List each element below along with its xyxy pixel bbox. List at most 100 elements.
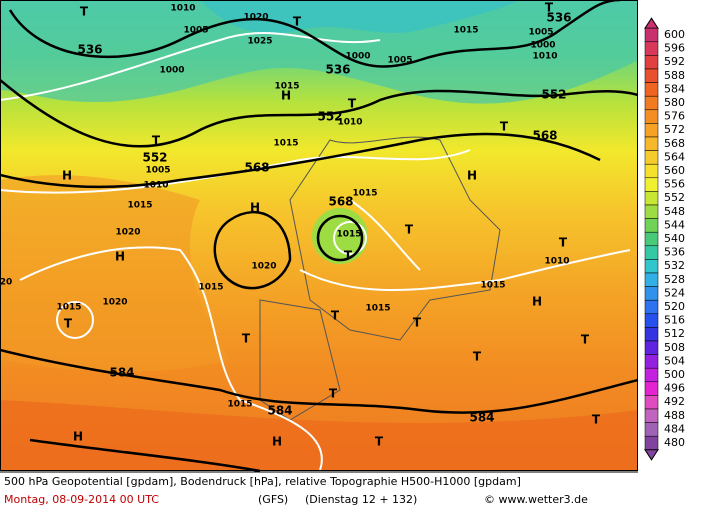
colorbar-swatch (644, 68, 659, 83)
map-label: 1020 (102, 298, 127, 308)
map-label: H (115, 250, 125, 264)
map-label: T (64, 317, 73, 331)
colorbar-swatch (644, 245, 659, 260)
map-label: 1015 (273, 139, 298, 149)
colorbar-swatch (644, 422, 659, 437)
map-label: 1015 (127, 201, 152, 211)
colorbar-swatch (644, 299, 659, 315)
map-label: 568 (244, 161, 269, 175)
colorbar-swatch (644, 367, 659, 383)
map-label: 536 (546, 11, 571, 25)
colorbar-label: 528 (664, 273, 685, 286)
colorbar-label: 504 (664, 354, 685, 367)
map-label: 1020 (251, 262, 276, 272)
colorbar-label: 540 (664, 232, 685, 245)
map-label: 1010 (143, 181, 168, 191)
colorbar-top-arrow (644, 17, 659, 29)
map-label: 536 (77, 43, 102, 57)
map-label: 1010 (532, 52, 557, 62)
map-label: H (62, 169, 72, 183)
map-label: 584 (109, 366, 134, 380)
cold-core (200, 0, 520, 34)
map-label: 1015 (365, 304, 390, 314)
footer: 500 hPa Geopotential [gpdam], Bodendruck… (0, 471, 638, 506)
colorbar-swatch (644, 109, 659, 124)
colorbar-swatch (644, 286, 659, 301)
map-label: T (80, 5, 89, 19)
map-label: H (272, 435, 282, 449)
colorbar-label: 584 (664, 82, 685, 95)
colorbar-swatch (644, 327, 659, 342)
map-label: 1015 (336, 230, 361, 240)
colorbar-label: 492 (664, 395, 685, 408)
map-label: H (73, 430, 83, 444)
colorbar-swatch (644, 381, 659, 396)
map-label: 1015 (56, 303, 81, 313)
map-label: T (500, 120, 509, 134)
colorbar-swatch (644, 354, 659, 369)
map-frame (0, 0, 638, 471)
map-label: T (405, 223, 414, 237)
map-label: H (532, 295, 542, 309)
map-label: 20 (0, 278, 12, 288)
colorbar-swatch (644, 163, 659, 179)
map-label: T (242, 332, 251, 346)
colorbar-swatch (644, 395, 659, 410)
footer-model: (GFS) (258, 493, 288, 506)
colorbar-swatch (644, 55, 659, 70)
colorbar-label: 532 (664, 259, 685, 272)
colorbar-label: 580 (664, 96, 685, 109)
map-label: 1005 (528, 28, 553, 38)
colorbar-swatch (644, 259, 659, 274)
map-label: 552 (142, 151, 167, 165)
hot-area (0, 400, 638, 471)
map-label: T (592, 413, 601, 427)
colorbar-swatch (644, 177, 659, 192)
map-label: 584 (469, 411, 494, 425)
colorbar-label: 548 (664, 205, 685, 218)
map-label: T (331, 309, 340, 323)
map-label: 1000 (159, 66, 184, 76)
map-label: T (581, 333, 590, 347)
colorbar-swatch (644, 41, 659, 56)
footer-date: Montag, 08-09-2014 00 UTC (4, 493, 159, 506)
colorbar: 6005965925885845805765725685645605565525… (644, 17, 685, 461)
colorbar-label: 552 (664, 191, 685, 204)
map-label: 1015 (198, 283, 223, 293)
colorbar-label: 488 (664, 409, 685, 422)
colorbar-swatch (644, 82, 659, 97)
map-label: 1005 (145, 166, 170, 176)
map-label: 536 (325, 63, 350, 77)
map-label: H (467, 169, 477, 183)
map-label: 1025 (247, 37, 272, 47)
map-label: T (545, 1, 554, 15)
map-label: 552 (541, 88, 566, 102)
map-label: T (329, 387, 338, 401)
colorbar-label: 512 (664, 327, 685, 340)
colorbar-label: 576 (664, 110, 685, 123)
map-label: T (473, 350, 482, 364)
map-label: T (293, 15, 302, 29)
map-label: 1000 (530, 41, 555, 51)
colorbar-swatch (644, 231, 659, 247)
colorbar-bottom-arrow (644, 449, 659, 461)
colorbar-swatch (644, 191, 659, 206)
map-label: 1015 (274, 82, 299, 92)
colorbar-swatch (644, 218, 659, 233)
map-label: 568 (532, 129, 557, 143)
colorbar-swatch (644, 272, 659, 287)
colorbar-label: 524 (664, 286, 685, 299)
map-label: H (281, 89, 291, 103)
colorbar-label: 588 (664, 69, 685, 82)
map-label: 1015 (453, 26, 478, 36)
map-label: T (375, 435, 384, 449)
map-label: 1015 (352, 189, 377, 199)
colorbar-swatch (644, 123, 659, 138)
colorbar-label: 508 (664, 341, 685, 354)
colorbar-swatch (644, 340, 659, 355)
colorbar-label: 596 (664, 42, 685, 55)
map-label: T (559, 236, 568, 250)
map-label: 1010 (337, 118, 362, 128)
